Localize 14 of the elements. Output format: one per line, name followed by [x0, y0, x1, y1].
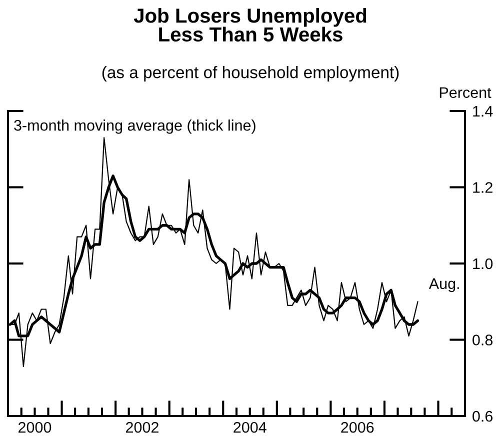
- chart-subtitle: (as a percent of household employment): [102, 66, 399, 82]
- x-tick-label: 2006: [341, 422, 374, 433]
- y-tick-label: 1.2: [473, 182, 492, 193]
- y-tick-label: 0.6: [472, 410, 493, 422]
- x-tick-label: 2000: [18, 422, 52, 433]
- y-tick-label: 0.8: [472, 334, 493, 346]
- chart-title: Job Losers Unemployed Less Than 5 Weeks: [134, 8, 366, 42]
- x-tick-label: 2002: [126, 422, 158, 433]
- annotation: Aug.: [428, 278, 459, 292]
- annotation: 3-month moving average (thick line): [14, 120, 256, 134]
- y-tick-label: 1.4: [473, 106, 493, 117]
- y-tick-label: 1.0: [473, 258, 493, 270]
- x-tick-label: 2004: [234, 422, 266, 433]
- y-axis-title: Percent: [440, 87, 492, 98]
